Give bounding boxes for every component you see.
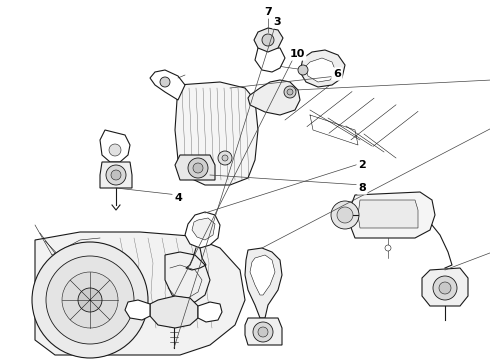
Polygon shape xyxy=(192,218,215,240)
Circle shape xyxy=(258,327,268,337)
Text: 3: 3 xyxy=(273,17,281,27)
Polygon shape xyxy=(255,48,285,72)
Polygon shape xyxy=(422,268,468,306)
Polygon shape xyxy=(150,296,198,328)
Polygon shape xyxy=(245,318,282,345)
Text: 2: 2 xyxy=(358,160,366,170)
Text: 7: 7 xyxy=(264,7,272,17)
Polygon shape xyxy=(198,302,222,322)
Text: 10: 10 xyxy=(289,49,305,59)
Polygon shape xyxy=(300,50,345,87)
Polygon shape xyxy=(305,58,336,82)
Circle shape xyxy=(111,170,121,180)
Polygon shape xyxy=(150,70,185,100)
Circle shape xyxy=(298,65,308,75)
Polygon shape xyxy=(100,130,130,162)
Circle shape xyxy=(78,288,102,312)
Polygon shape xyxy=(185,212,220,248)
Text: 6: 6 xyxy=(333,69,341,79)
Polygon shape xyxy=(254,28,283,52)
Polygon shape xyxy=(175,82,258,185)
Circle shape xyxy=(62,272,118,328)
Circle shape xyxy=(106,165,126,185)
Polygon shape xyxy=(165,252,210,302)
Circle shape xyxy=(433,276,457,300)
Circle shape xyxy=(218,151,232,165)
Polygon shape xyxy=(250,255,275,295)
Circle shape xyxy=(222,155,228,161)
Circle shape xyxy=(337,207,353,223)
Polygon shape xyxy=(350,192,435,238)
Polygon shape xyxy=(245,248,282,318)
Circle shape xyxy=(188,158,208,178)
Polygon shape xyxy=(248,80,300,115)
Circle shape xyxy=(160,77,170,87)
Text: 4: 4 xyxy=(174,193,182,203)
Circle shape xyxy=(331,201,359,229)
Text: 8: 8 xyxy=(358,183,366,193)
Polygon shape xyxy=(358,200,418,228)
Circle shape xyxy=(439,282,451,294)
Circle shape xyxy=(287,89,293,95)
Circle shape xyxy=(385,245,391,251)
Circle shape xyxy=(262,34,274,46)
Circle shape xyxy=(46,256,134,344)
Polygon shape xyxy=(175,155,215,180)
Polygon shape xyxy=(35,232,245,355)
Circle shape xyxy=(32,242,148,358)
Circle shape xyxy=(253,322,273,342)
Circle shape xyxy=(109,144,121,156)
Circle shape xyxy=(193,163,203,173)
Polygon shape xyxy=(125,300,150,320)
Polygon shape xyxy=(100,162,132,188)
Circle shape xyxy=(284,86,296,98)
